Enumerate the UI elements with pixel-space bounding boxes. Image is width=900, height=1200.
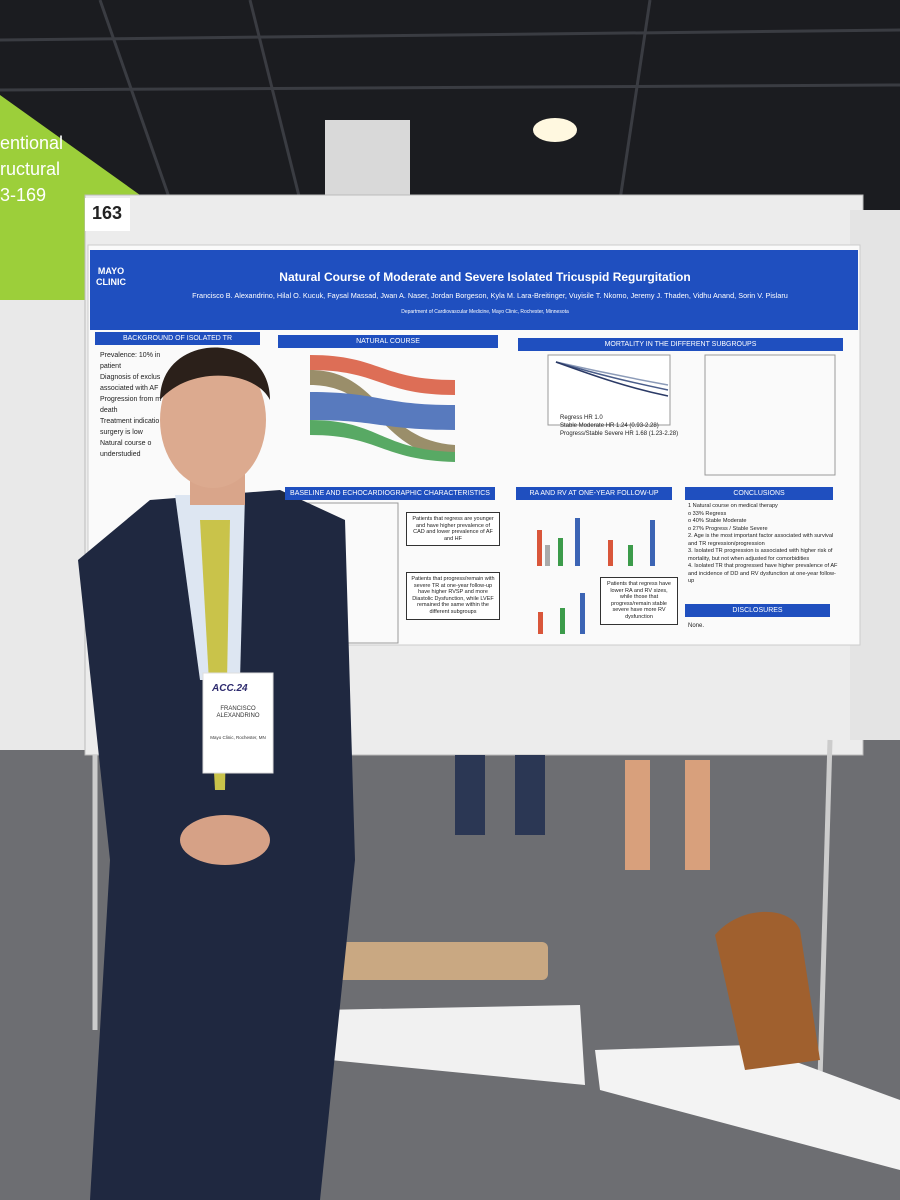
background-point: Progression from m [100, 396, 162, 403]
section-header: CONCLUSIONS [685, 487, 833, 500]
finding-box: Patients that progress/remain with sever… [406, 572, 500, 620]
finding-box: Patients that regress have lower RA and … [600, 577, 678, 625]
badge-event: ACC.24 [212, 683, 248, 694]
section-header: BASELINE AND ECHOCARDIOGRAPHIC CHARACTER… [285, 487, 495, 500]
background-point: understudied [100, 451, 141, 458]
ceiling-light [533, 118, 577, 142]
legend-entry: Regress HR 1.0 [560, 415, 603, 421]
handbag [715, 911, 820, 1070]
booth-label [85, 198, 130, 231]
person [78, 347, 355, 1200]
mortality-legend: Regress HR 1.0 Stable Moderate HR 1.24 (0… [560, 414, 678, 438]
background-point: Diagnosis of exclus [100, 374, 161, 381]
legend-entry: Progress/Stable Severe HR 1.68 (1.23-2.2… [560, 431, 679, 437]
background-point: surgery is low [100, 429, 143, 436]
pillar [325, 120, 410, 200]
background-point: death [100, 407, 118, 414]
name-badge [202, 672, 274, 774]
conclusion-line: 3. Isolated TR progression is associated… [688, 548, 833, 562]
booth-number: 163 [92, 203, 123, 223]
green-sign [0, 95, 140, 325]
fedex-bag [320, 1005, 585, 1085]
conclusion-line: 2. Age is the most important factor asso… [688, 533, 834, 547]
logo: MAYO CLINIC [96, 266, 126, 288]
section-header: MORTALITY IN THE DIFFERENT SUBGROUPS [518, 338, 843, 351]
legend-entry: Stable Moderate HR 1.24 (0.93-2.28) [560, 423, 659, 429]
conclusion-line: o 40% Stable Moderate [688, 518, 747, 524]
visitor-legs [455, 755, 545, 835]
sankey [310, 355, 455, 462]
poster-title: Natural Course of Moderate and Severe Is… [279, 270, 691, 284]
conclusion-line: 4. Isolated TR that progressed have high… [688, 563, 838, 584]
plastic-bag [595, 1045, 900, 1170]
badge-name-line: ALEXANDRINO [216, 712, 260, 719]
sign-line: entional [0, 133, 64, 153]
affiliation: Department of Cardiovascular Medicine, M… [401, 309, 569, 315]
badge-name: FRANCISCO ALEXANDRINO [205, 706, 271, 720]
finding-box: Patients that regress are younger and ha… [406, 512, 500, 547]
conclusion-line: 1 Natural course on medical therapy [688, 503, 778, 509]
visitor-legs [625, 760, 710, 870]
section-header: RA AND RV AT ONE-YEAR FOLLOW-UP [516, 487, 672, 500]
authors: Francisco B. Alexandrino, Hilal O. Kucuk… [192, 291, 788, 300]
sign-line: 3-169 [0, 185, 47, 205]
sign-text: entional ructural 3-169 [0, 130, 63, 208]
background-points: Prevalence: 10% in patient Diagnosis of e… [100, 350, 180, 460]
trusses [0, 0, 900, 201]
conclusions: 1 Natural course on medical therapy o 33%… [688, 503, 838, 586]
board-leg [817, 739, 833, 1081]
background-point: Prevalence: 10% in patient [100, 352, 161, 370]
sign-line: ructural [0, 159, 61, 179]
km-curves [555, 361, 669, 397]
background-point: Treatment indicatio [100, 418, 160, 425]
left-board [0, 300, 85, 750]
disclosures-text: None. [688, 623, 705, 629]
section-header: NATURAL COURSE [278, 335, 498, 348]
badge-affiliation: Mayo Clinic, Rochester, MN [210, 735, 266, 740]
conclusion-line: o 27% Progress / Stable Severe [688, 525, 768, 532]
section-header: DISCLOSURES [685, 604, 830, 617]
badge-name-line: FRANCISCO [220, 706, 256, 712]
poster-header [90, 250, 858, 330]
section-header: BACKGROUND OF ISOLATED TR [95, 332, 260, 345]
conclusion-line: o 33% Regress [688, 510, 727, 517]
bar-graphics [537, 518, 655, 634]
logo-line: CLINIC [96, 277, 126, 287]
background-point: Natural course o [100, 440, 152, 447]
logo-line: MAYO [97, 266, 125, 276]
background-point: associated with AF [100, 385, 159, 392]
